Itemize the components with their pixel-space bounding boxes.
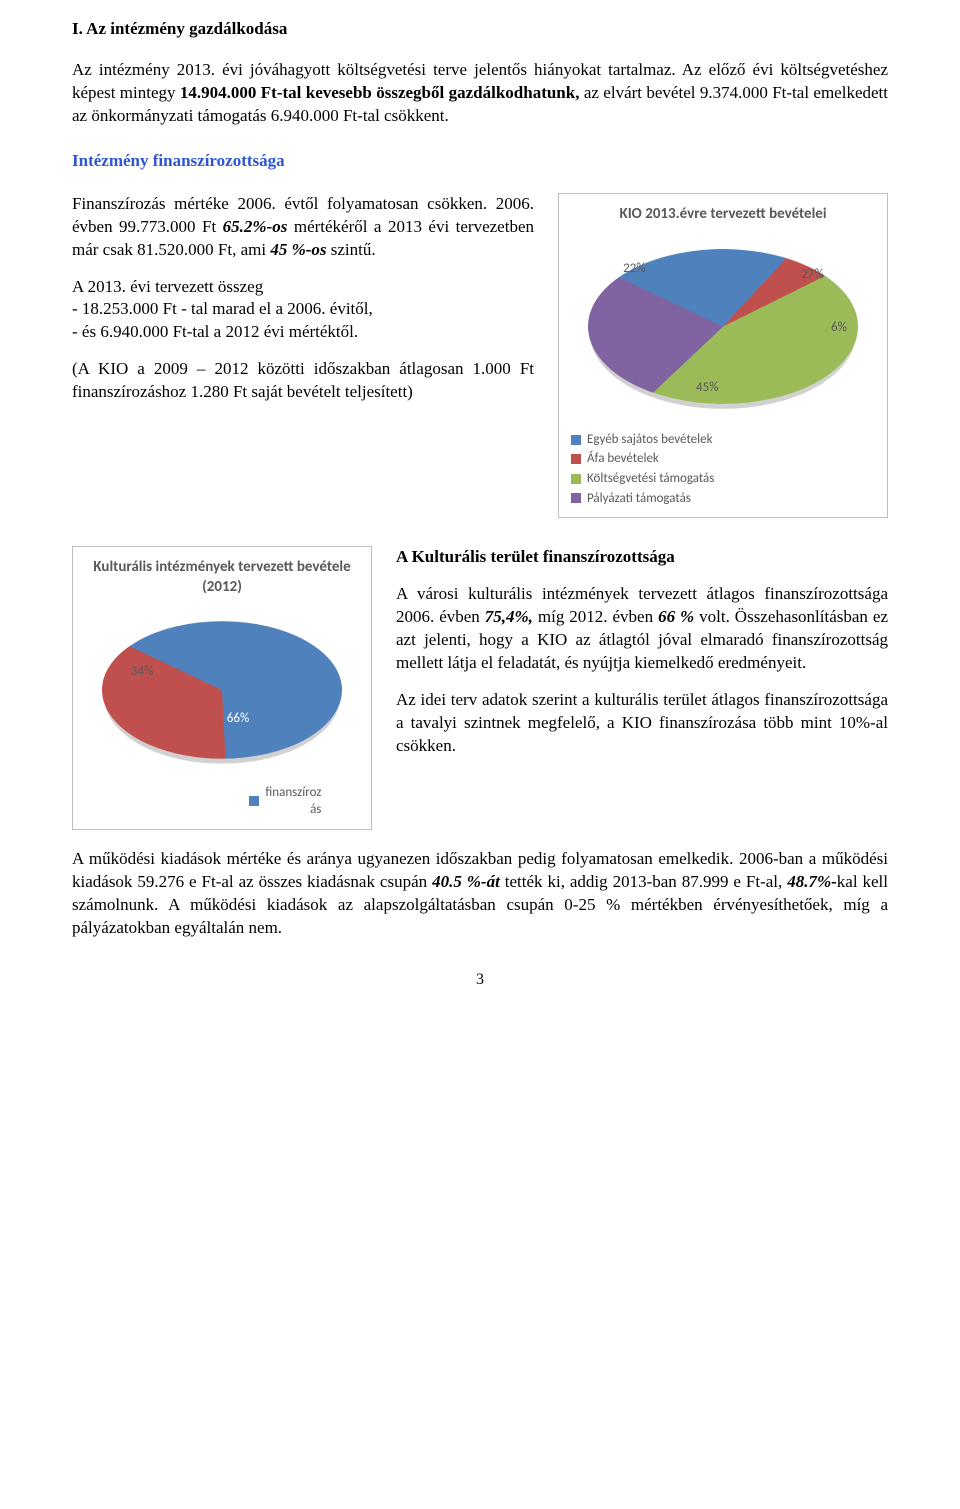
- cultural-p2: Az idei terv adatok szerint a kulturális…: [396, 689, 888, 758]
- financing-text-col: Finanszírozás mértéke 2006. évtől folyam…: [72, 193, 534, 419]
- chart1-title: KIO 2013.évre tervezett bevételei: [571, 204, 875, 224]
- cultural-text-col: A Kulturális terület finanszírozottsága …: [396, 546, 888, 772]
- chart2-pie: 66%34%: [102, 606, 342, 774]
- footer-paragraph: A működési kiadások mértéke és aránya ug…: [72, 848, 888, 940]
- intro-paragraph: Az intézmény 2013. évi jóváhagyott költs…: [72, 59, 888, 128]
- chart2-title: Kulturális intézmények tervezett bevétel…: [85, 557, 359, 598]
- chart1-col: KIO 2013.évre tervezett bevételei 27%6%4…: [558, 193, 888, 518]
- financing-row: Finanszírozás mértéke 2006. évtől folyam…: [72, 193, 888, 518]
- financing-p1: Finanszírozás mértéke 2006. évtől folyam…: [72, 193, 534, 262]
- financing-p4: (A KIO a 2009 – 2012 közötti időszakban …: [72, 358, 534, 404]
- chart2-col: Kulturális intézmények tervezett bevétel…: [72, 546, 372, 830]
- financing-p2: A 2013. évi tervezett összeg: [72, 277, 263, 296]
- financing-p3a: - 18.253.000 Ft - tal marad el a 2006. é…: [72, 299, 373, 318]
- chart1-pie: 27%6%45%22%: [588, 232, 858, 421]
- cultural-p1: A városi kulturális intézmények tervezet…: [396, 583, 888, 675]
- chart1-box: KIO 2013.évre tervezett bevételei 27%6%4…: [558, 193, 888, 518]
- page-number: 3: [72, 969, 888, 991]
- section-heading: I. Az intézmény gazdálkodása: [72, 18, 888, 41]
- chart1-legend: Egyéb sajátos bevételekÁfa bevételekKölt…: [571, 431, 875, 507]
- cultural-title: A Kulturális terület finanszírozottsága: [396, 546, 888, 569]
- chart2-legend: finanszírozás: [85, 784, 359, 819]
- financing-title: Intézmény finanszírozottsága: [72, 150, 888, 173]
- chart2-box: Kulturális intézmények tervezett bevétel…: [72, 546, 372, 830]
- cultural-row: Kulturális intézmények tervezett bevétel…: [72, 546, 888, 830]
- financing-p2-block: A 2013. évi tervezett összeg - 18.253.00…: [72, 276, 534, 345]
- financing-p3b: - és 6.940.000 Ft-tal a 2012 évi mértékt…: [72, 322, 358, 341]
